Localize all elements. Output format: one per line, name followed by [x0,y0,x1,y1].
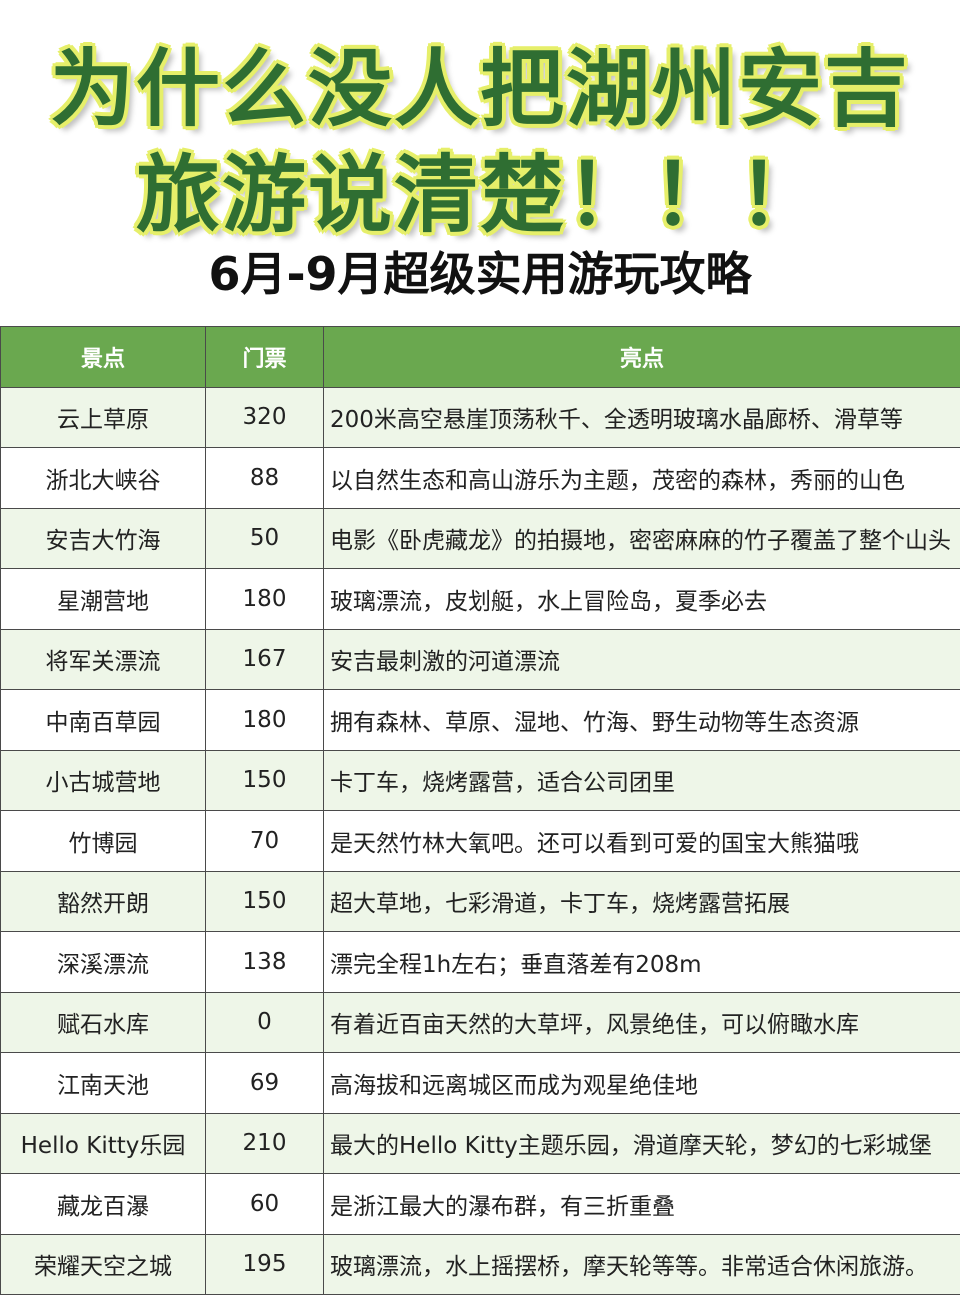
table-cell: 有着近百亩天然的大草坪，风景绝佳，可以俯瞰水库 [324,992,960,1053]
header-row: 景点门票亮点 [1,327,960,388]
table-cell: 电影《卧虎藏龙》的拍摄地，密密麻麻的竹子覆盖了整个山头 [324,508,960,569]
table-cell: 星潮营地 [1,569,206,630]
table-cell: 高海拔和远离城区而成为观星绝佳地 [324,1053,960,1114]
table-cell: 50 [206,508,324,569]
table-cell: 是浙江最大的瀑布群，有三折重叠 [324,1174,960,1235]
table-cell: 320 [206,387,324,448]
table-cell: 200米高空悬崖顶荡秋千、全透明玻璃水晶廊桥、滑草等 [324,387,960,448]
table-cell: 88 [206,448,324,509]
table-cell: 69 [206,1053,324,1114]
table-cell: 玻璃漂流，水上摇摆桥，摩天轮等等。非常适合休闲旅游。 [324,1234,960,1295]
table-cell: 0 [206,992,324,1053]
table-cell: 150 [206,871,324,932]
table-cell: 安吉大竹海 [1,508,206,569]
table-cell: 超大草地，七彩滑道，卡丁车，烧烤露营拓展 [324,871,960,932]
table-cell: 180 [206,690,324,751]
table-cell: 安吉最刺激的河道漂流 [324,629,960,690]
table-cell: 深溪漂流 [1,932,206,993]
table-cell: 荣耀天空之城 [1,1234,206,1295]
column-header: 门票 [206,327,324,388]
table-cell: 拥有森林、草原、湿地、竹海、野生动物等生态资源 [324,690,960,751]
table-cell: 赋石水库 [1,992,206,1053]
column-header: 亮点 [324,327,960,388]
table-cell: 玻璃漂流，皮划艇，水上冒险岛，夏季必去 [324,569,960,630]
table-cell: 最大的Hello Kitty主题乐园，滑道摩天轮，梦幻的七彩城堡 [324,1113,960,1174]
title-line: 旅游说清楚！！！ [0,128,960,249]
table-cell: 180 [206,569,324,630]
table-cell: 150 [206,750,324,811]
table-cell: 195 [206,1234,324,1295]
table-cell: 138 [206,932,324,993]
table-cell: 浙北大峡谷 [1,448,206,509]
title-line: 为什么没人把湖州安吉 [0,22,960,143]
table-cell: 江南天池 [1,1053,206,1114]
table-cell: 以自然生态和高山游乐为主题，茂密的森林，秀丽的山色 [324,448,960,509]
table-cell: 小古城营地 [1,750,206,811]
table-cell: 将军关漂流 [1,629,206,690]
table-cell: 藏龙百瀑 [1,1174,206,1235]
subtitle: 6月-9月超级实用游玩攻略 [0,238,960,304]
table-cell: 210 [206,1113,324,1174]
table-cell: 漂完全程1h左右；垂直落差有208m [324,932,960,993]
table-cell: 卡丁车，烧烤露营，适合公司团里 [324,750,960,811]
table-cell: 竹博园 [1,811,206,872]
table-cell: 中南百草园 [1,690,206,751]
table-cell: 60 [206,1174,324,1235]
table-cell: 167 [206,629,324,690]
column-header: 景点 [1,327,206,388]
table-cell: 70 [206,811,324,872]
table-cell: Hello Kitty乐园 [1,1113,206,1174]
table-cell: 是天然竹林大氧吧。还可以看到可爱的国宝大熊猫哦 [324,811,960,872]
table-cell: 豁然开朗 [1,871,206,932]
table-cell: 云上草原 [1,387,206,448]
